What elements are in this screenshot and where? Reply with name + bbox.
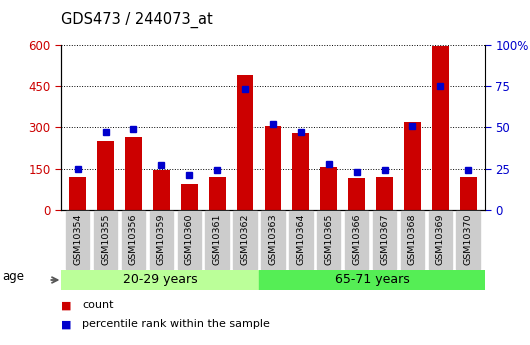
Text: GSM10363: GSM10363 [269, 213, 277, 265]
Bar [259, 270, 485, 290]
Text: GSM10362: GSM10362 [241, 213, 250, 265]
Text: GSM10359: GSM10359 [157, 213, 166, 265]
Bar [97, 141, 114, 210]
Bar [237, 75, 253, 210]
Text: count: count [82, 300, 113, 310]
Bar [181, 184, 198, 210]
Text: GSM10367: GSM10367 [380, 213, 389, 265]
Bar [376, 177, 393, 210]
Text: 65-71 years: 65-71 years [334, 274, 409, 286]
Bar [460, 177, 476, 210]
Bar [317, 211, 340, 269]
Bar [122, 211, 145, 269]
Text: GSM10366: GSM10366 [352, 213, 361, 265]
Bar [94, 211, 117, 269]
Text: GSM10370: GSM10370 [464, 213, 473, 265]
Bar [289, 211, 313, 269]
Bar [345, 211, 368, 269]
Bar [456, 211, 480, 269]
Bar [401, 211, 424, 269]
Bar [69, 177, 86, 210]
Bar [432, 46, 449, 210]
Bar [373, 211, 396, 269]
Bar [264, 126, 281, 210]
Bar [61, 270, 259, 290]
Text: GSM10365: GSM10365 [324, 213, 333, 265]
Bar [233, 211, 257, 269]
Bar [66, 211, 90, 269]
Text: GSM10364: GSM10364 [296, 213, 305, 265]
Text: GDS473 / 244073_at: GDS473 / 244073_at [61, 12, 213, 28]
Text: GSM10369: GSM10369 [436, 213, 445, 265]
Bar [209, 177, 226, 210]
Text: GSM10354: GSM10354 [73, 213, 82, 265]
Text: ■: ■ [61, 319, 72, 329]
Bar [348, 178, 365, 210]
Text: GSM10360: GSM10360 [185, 213, 194, 265]
Bar [261, 211, 285, 269]
Text: percentile rank within the sample: percentile rank within the sample [82, 319, 270, 329]
Text: GSM10368: GSM10368 [408, 213, 417, 265]
Bar [293, 133, 309, 210]
Text: ■: ■ [61, 300, 72, 310]
Bar [178, 211, 201, 269]
Bar [153, 170, 170, 210]
Bar [149, 211, 173, 269]
Bar [320, 167, 337, 210]
Text: GSM10356: GSM10356 [129, 213, 138, 265]
Bar [429, 211, 452, 269]
Text: GSM10361: GSM10361 [213, 213, 222, 265]
Text: 20-29 years: 20-29 years [122, 274, 197, 286]
Bar [404, 122, 421, 210]
Text: GSM10355: GSM10355 [101, 213, 110, 265]
Bar [206, 211, 229, 269]
Text: age: age [3, 270, 25, 283]
Bar [125, 137, 142, 210]
